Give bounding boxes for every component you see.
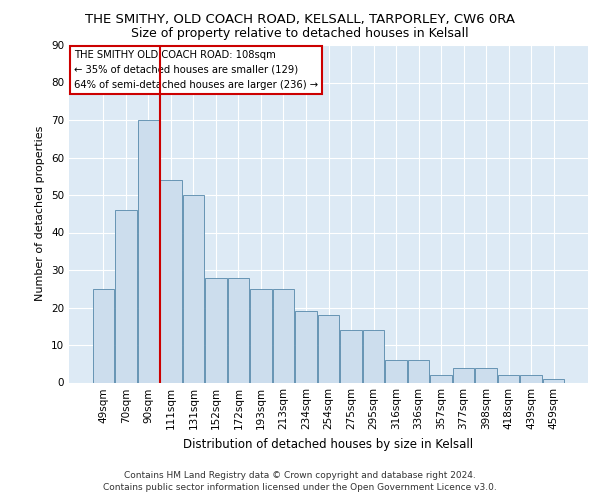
Bar (543, 379, 565, 382)
Bar (318, 315, 339, 382)
Bar (408, 360, 429, 382)
Bar (340, 330, 362, 382)
Bar (115, 210, 137, 382)
Bar (520, 375, 542, 382)
Bar (363, 330, 384, 382)
Bar (160, 180, 182, 382)
Bar (430, 375, 452, 382)
Bar (475, 368, 497, 382)
Bar (92, 289, 114, 382)
Bar (137, 120, 159, 382)
Bar (273, 289, 294, 382)
Bar (250, 289, 272, 382)
Bar (205, 278, 227, 382)
Bar (228, 278, 249, 382)
Bar (453, 368, 475, 382)
Bar (385, 360, 407, 382)
Text: THE SMITHY OLD COACH ROAD: 108sqm
← 35% of detached houses are smaller (129)
64%: THE SMITHY OLD COACH ROAD: 108sqm ← 35% … (74, 50, 319, 90)
Text: THE SMITHY, OLD COACH ROAD, KELSALL, TARPORLEY, CW6 0RA: THE SMITHY, OLD COACH ROAD, KELSALL, TAR… (85, 12, 515, 26)
X-axis label: Distribution of detached houses by size in Kelsall: Distribution of detached houses by size … (184, 438, 473, 451)
Y-axis label: Number of detached properties: Number of detached properties (35, 126, 46, 302)
Bar (295, 311, 317, 382)
Bar (182, 195, 204, 382)
Bar (498, 375, 520, 382)
Text: Size of property relative to detached houses in Kelsall: Size of property relative to detached ho… (131, 28, 469, 40)
Text: Contains HM Land Registry data © Crown copyright and database right 2024.
Contai: Contains HM Land Registry data © Crown c… (103, 471, 497, 492)
